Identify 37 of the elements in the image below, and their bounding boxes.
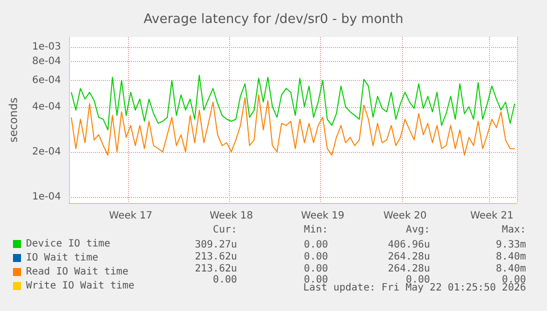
text: 0.00 [212, 274, 238, 286]
text: Avg: [406, 224, 430, 236]
text: 0.00 [304, 264, 328, 274]
line-series [70, 94, 516, 156]
text: 264.28u [388, 252, 430, 262]
legend-label: Device IO time [26, 238, 110, 250]
legend-label: Read IO Wait time [26, 266, 128, 278]
text: 0.00 [304, 252, 328, 262]
chart-title: Average latency for /dev/sr0 - by month [144, 12, 404, 27]
y-tick-label: 1e-03 [32, 42, 61, 53]
text: 264.28u [388, 264, 430, 274]
x-tick-label: Week 21 [470, 210, 514, 222]
legend-label: Write IO Wait time [26, 280, 134, 292]
legend-label: IO Wait time [26, 252, 98, 264]
text: 8.40m [496, 252, 526, 262]
x-tick-label: Week 18 [210, 210, 253, 222]
text: Min: [304, 224, 328, 236]
line-series [70, 74, 516, 130]
x-tick-label: Week 17 [109, 210, 152, 222]
text: 406.96u [388, 240, 430, 250]
y-tick-label: 6e-04 [32, 74, 61, 86]
text: 8.40m [496, 264, 526, 274]
text: 213.62u [194, 252, 238, 262]
y-tick-label: 1e-04 [32, 191, 61, 202]
x-tick-label: Week 19 [301, 210, 344, 222]
y-tick-label: 8e-04 [32, 56, 61, 68]
x-tick-label: Week 20 [383, 210, 427, 222]
text: 9.33m [496, 240, 526, 250]
y-tick-label: 4e-04 [32, 101, 61, 112]
text: Cur: [212, 224, 238, 236]
text: Last update: Fri May 22 01:25:50 2026 [303, 282, 526, 294]
y-tick-label: 2e-04 [32, 146, 61, 158]
text: 309.27u [194, 240, 238, 250]
text: 213.62u [194, 264, 238, 274]
y-axis-title: seconds [7, 97, 20, 142]
text: 0.00 [304, 240, 328, 250]
text: Max: [502, 224, 526, 236]
